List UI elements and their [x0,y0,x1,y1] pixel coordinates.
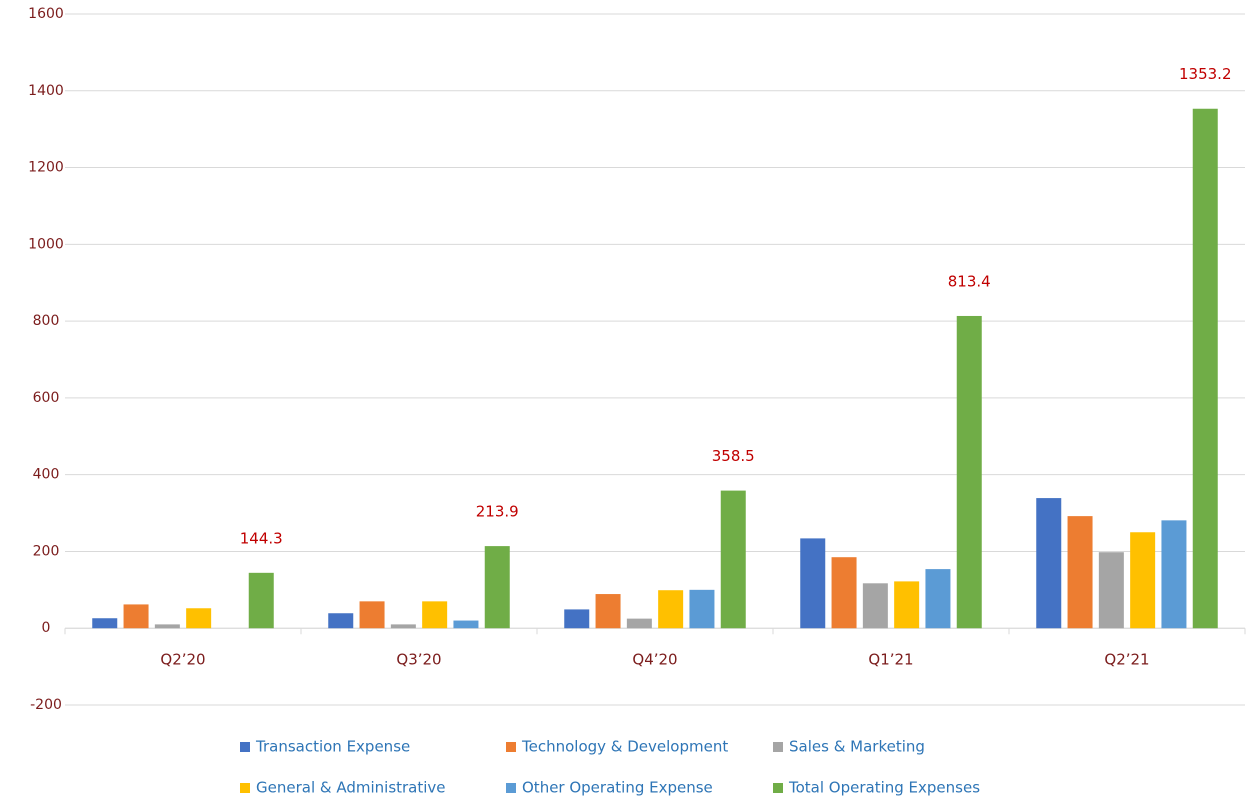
x-tick-label: Q4’20 [632,651,677,669]
bar [800,538,826,629]
x-tick-label: Q1’21 [868,651,913,669]
bar [1161,520,1187,629]
bar [1036,498,1062,629]
bar [658,590,684,629]
y-tick-label: 0 [42,620,51,636]
bar [862,583,888,629]
legend-swatch [506,783,516,793]
bar [92,618,118,629]
bar [390,624,416,629]
y-tick-label: 600 [33,390,60,406]
bar [186,608,212,629]
bar [956,315,982,629]
bar [154,624,180,629]
bar [626,618,652,629]
bar [359,601,385,629]
bar [328,613,354,629]
legend-label: Technology & Development [521,738,728,756]
bar [1192,108,1218,629]
bar [1098,552,1124,629]
y-tick-label: 1400 [28,83,64,99]
bar [123,604,149,629]
bar [689,589,715,629]
legend-swatch [240,783,250,793]
data-label: 813.4 [948,272,991,290]
bar [1067,516,1093,629]
legend-swatch [773,783,783,793]
bar [422,601,448,629]
legend-label: General & Administrative [256,779,446,797]
x-tick-label: Q2’20 [160,651,205,669]
bar [595,594,621,629]
legend-swatch [506,742,516,752]
bar [720,490,746,629]
bar [248,572,274,629]
legend-label: Transaction Expense [255,738,410,756]
data-label: 144.3 [240,529,283,547]
legend-label: Total Operating Expenses [788,779,980,797]
y-tick-label: -200 [30,697,62,713]
y-tick-label: 200 [33,543,60,559]
data-label: 213.9 [476,503,519,521]
data-label: 358.5 [712,447,755,465]
bar [1130,532,1156,629]
bar [453,620,479,629]
y-tick-label: 1200 [28,160,64,176]
x-tick-label: Q2’21 [1104,651,1149,669]
bar [894,581,920,629]
y-tick-label: 1000 [28,236,64,252]
legend-label: Sales & Marketing [789,738,925,756]
x-tick-label: Q3’20 [396,651,441,669]
legend-label: Other Operating Expense [522,779,713,797]
y-tick-label: 800 [33,313,60,329]
legend-swatch [773,742,783,752]
y-tick-label: 400 [33,467,60,483]
legend-swatch [240,742,250,752]
bar [831,557,857,629]
bar [925,569,951,629]
y-tick-label: 1600 [28,6,64,22]
bar [564,609,590,629]
data-label: 1353.2 [1179,65,1232,83]
bar [484,546,510,629]
